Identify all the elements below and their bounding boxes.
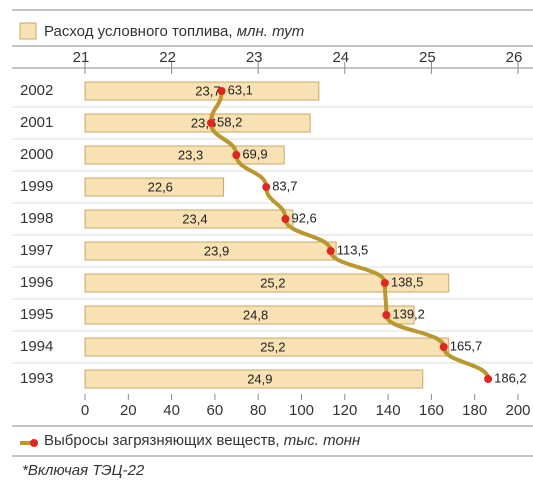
line-marker — [281, 215, 290, 223]
bar — [84, 81, 320, 101]
line-marker — [207, 119, 216, 127]
top-tick-label: 24 — [332, 49, 349, 66]
bottom-tick-label: 0 — [81, 402, 89, 419]
bottom-tick-label: 60 — [207, 402, 224, 419]
legend-bar-label: Расход условного топлива, млн. тут — [44, 23, 304, 40]
legend-name: Выбросы загрязняющих веществ, — [44, 432, 280, 449]
bar — [84, 113, 311, 133]
bottom-tick-label: 40 — [163, 402, 180, 419]
line-marker — [326, 247, 335, 255]
y-tick-label: 1997 — [20, 242, 53, 259]
footnote: *Включая ТЭЦ-22 — [22, 462, 145, 479]
line-value-label: 69,9 — [242, 146, 267, 161]
y-tick-label: 2000 — [20, 146, 53, 163]
y-tick-label: 1998 — [20, 210, 53, 227]
y-tick-label: 2002 — [20, 82, 53, 99]
top-tick-label: 22 — [159, 49, 176, 66]
y-tick-label: 1996 — [20, 274, 53, 291]
bottom-tick-label: 80 — [250, 402, 267, 419]
top-tick-label: 25 — [419, 49, 436, 66]
bar-value-label: 23,7 — [195, 83, 220, 98]
legend-bar-swatch — [19, 22, 37, 40]
bar — [84, 305, 415, 325]
line-value-label: 63,1 — [228, 82, 253, 97]
legend-line-marker — [30, 439, 38, 447]
bar — [84, 177, 225, 197]
bar-value-label: 24,9 — [247, 371, 272, 386]
line-value-label: 165,7 — [450, 338, 483, 353]
line-marker — [217, 87, 226, 95]
line-marker — [380, 279, 389, 287]
y-tick-label: 1994 — [20, 338, 53, 355]
legend-line-label: Выбросы загрязняющих веществ, тыс. тонн — [44, 432, 360, 449]
bar — [84, 273, 450, 293]
bottom-tick-label: 180 — [462, 402, 487, 419]
line-value-label: 113,5 — [337, 242, 369, 257]
line-marker — [232, 151, 241, 159]
line-marker — [262, 183, 271, 191]
bar-value-label: 22,6 — [148, 179, 173, 194]
top-tick-label: 26 — [506, 49, 523, 66]
bottom-tick-label: 100 — [289, 402, 314, 419]
y-tick-label: 1993 — [20, 370, 53, 387]
bar-value-label: 24,8 — [243, 307, 268, 322]
line-marker — [439, 343, 448, 351]
legend-unit: тыс. тонн — [284, 432, 361, 449]
bottom-tick-label: 160 — [419, 402, 444, 419]
line — [209, 90, 491, 380]
y-tick-label: 1995 — [20, 306, 53, 323]
legend-unit: млн. тут — [237, 23, 305, 40]
y-tick-label: 2001 — [20, 114, 53, 131]
bar — [84, 209, 294, 229]
y-tick-label: 1999 — [20, 178, 53, 195]
legend-name: Расход условного топлива, — [44, 23, 233, 40]
line-value-label: 139,2 — [392, 306, 425, 321]
line-value-label: 138,5 — [391, 274, 424, 289]
bottom-tick-label: 200 — [505, 402, 530, 419]
bar-value-label: 23,9 — [204, 243, 229, 258]
line-value-label: 83,7 — [272, 178, 297, 193]
top-tick-label: 21 — [73, 49, 90, 66]
line-marker — [484, 375, 493, 383]
bar-value-label: 25,2 — [260, 275, 285, 290]
top-tick-label: 23 — [246, 49, 263, 66]
line-marker — [382, 311, 391, 319]
bottom-tick-label: 140 — [376, 402, 401, 419]
line-value-label: 58,2 — [217, 114, 242, 129]
bar — [84, 337, 450, 357]
bottom-tick-label: 120 — [332, 402, 357, 419]
bar — [84, 369, 424, 389]
bar — [84, 241, 337, 261]
bar-value-label: 25,2 — [260, 339, 285, 354]
line-value-label: 186,2 — [494, 370, 527, 385]
bar-value-label: 23,3 — [178, 147, 203, 162]
line-value-label: 92,6 — [291, 210, 316, 225]
bar-value-label: 23,4 — [182, 211, 207, 226]
bottom-tick-label: 20 — [120, 402, 137, 419]
